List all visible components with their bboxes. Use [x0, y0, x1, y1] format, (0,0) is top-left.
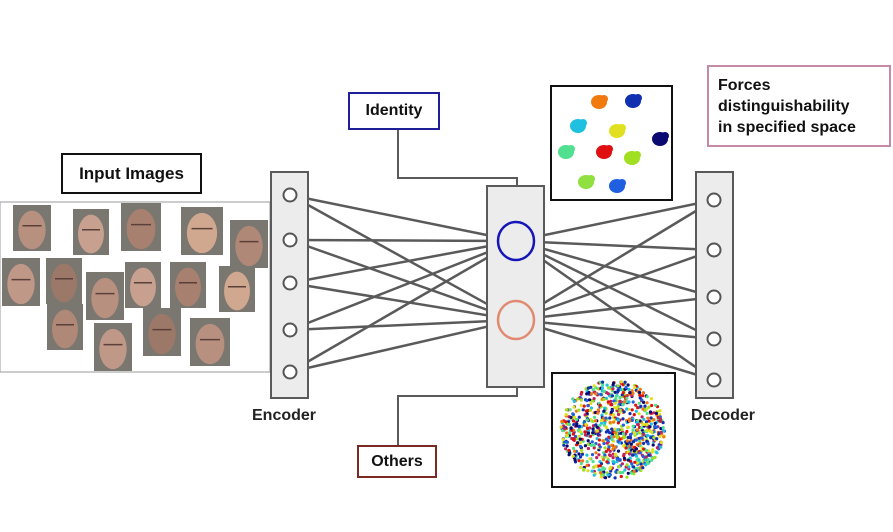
cluster-blob	[578, 175, 595, 189]
connection-line	[289, 239, 517, 332]
cluster-blob	[591, 95, 608, 109]
others-node	[496, 299, 536, 341]
forces-line-3: in specified space	[718, 118, 856, 136]
decoder-layer-icon	[695, 171, 734, 399]
identity-node	[496, 220, 536, 262]
forces-line-2: distinguishability	[718, 97, 850, 115]
cluster-blob	[609, 124, 626, 138]
face-photo-icon	[13, 205, 51, 251]
face-photo-icon	[170, 262, 206, 308]
face-photo-icon	[86, 272, 124, 320]
connection-line	[289, 318, 517, 332]
decoder-node	[706, 192, 722, 208]
cluster-blob	[596, 145, 613, 159]
cluster-blob	[558, 145, 575, 159]
network-connections	[289, 193, 715, 382]
latent-layer-icon	[486, 185, 545, 388]
decoder-node	[706, 372, 722, 388]
network-nodes	[282, 187, 722, 388]
face-photo-icon	[219, 266, 255, 312]
encoder-node	[282, 187, 298, 203]
connection-line	[289, 318, 517, 374]
face-photo-icon	[125, 262, 161, 308]
connection-line	[289, 238, 517, 243]
identity-label: Identity	[348, 92, 440, 130]
forces-note: Forces distinguishability in specified s…	[707, 65, 891, 147]
connection-line	[289, 239, 517, 374]
connection-line	[515, 248, 715, 322]
face-photo-icon	[121, 203, 161, 251]
decoder-node	[706, 242, 722, 258]
cluster-blob	[624, 151, 641, 165]
face-photo-icon	[47, 304, 83, 350]
encoder-node	[282, 232, 298, 248]
connection-line	[515, 239, 715, 341]
others-scatter-plot	[551, 372, 676, 488]
connection-line	[515, 239, 715, 299]
connection-line	[515, 239, 715, 252]
face-photo-icon	[73, 209, 109, 255]
connection-line	[289, 193, 517, 243]
cluster-blob	[609, 179, 626, 193]
cluster-blob	[570, 119, 587, 133]
face-photo-icon	[94, 323, 132, 371]
connection-line	[289, 238, 517, 322]
connection-line	[289, 239, 517, 285]
encoder-caption: Encoder	[252, 407, 317, 424]
encoder-node	[282, 322, 298, 338]
connection-line	[515, 295, 715, 322]
face-photo-icon	[143, 308, 181, 356]
decoder-node	[706, 289, 722, 305]
input-images-panel	[0, 201, 271, 373]
connection-line	[289, 193, 517, 322]
input-images-label: Input Images	[61, 153, 202, 194]
connection-line	[289, 281, 517, 322]
cluster-blob	[625, 94, 642, 108]
connection-line	[515, 318, 715, 341]
cluster-blob	[652, 132, 669, 146]
encoder-node	[282, 364, 298, 380]
face-photo-icon	[2, 258, 40, 306]
decoder-caption: Decoder	[691, 407, 756, 424]
connection-line	[515, 198, 715, 322]
connection-line	[515, 239, 715, 382]
face-thumbnails	[2, 203, 268, 371]
face-photo-icon	[230, 220, 268, 268]
connection-line	[515, 198, 715, 243]
identity-cluster-plot	[550, 85, 673, 201]
others-label: Others	[357, 445, 437, 478]
forces-line-1: Forces	[718, 76, 771, 94]
face-photo-icon	[181, 207, 223, 255]
decoder-node	[706, 331, 722, 347]
face-photo-icon	[46, 258, 82, 304]
encoder-node	[282, 275, 298, 291]
face-photo-icon	[190, 318, 230, 366]
connection-line	[515, 318, 715, 382]
